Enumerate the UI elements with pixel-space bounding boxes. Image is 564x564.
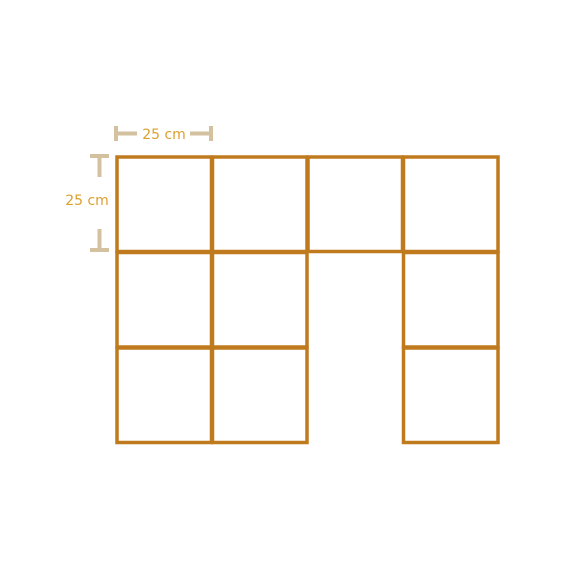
unit-square-r3-c1 [115,346,214,445]
unit-square-r3-c4 [401,346,500,445]
unit-square-r3-c2 [210,346,309,445]
unit-square-r1-c3 [306,155,405,254]
unit-square-r2-c4 [401,250,500,349]
unit-square-r1-c1 [115,155,214,254]
vertical-dimension-bracket [90,154,109,252]
vertical-dimension-label: 25 cm [65,193,109,209]
unit-square-r2-c1 [115,250,214,349]
horizontal-dimension-bracket [114,126,213,141]
unit-square-r1-c2 [210,155,309,254]
unit-square-r1-c4 [401,155,500,254]
unit-square-r2-c2 [210,250,309,349]
horizontal-dimension-label: 25 cm [142,127,186,143]
unit-squares-group [115,155,500,445]
